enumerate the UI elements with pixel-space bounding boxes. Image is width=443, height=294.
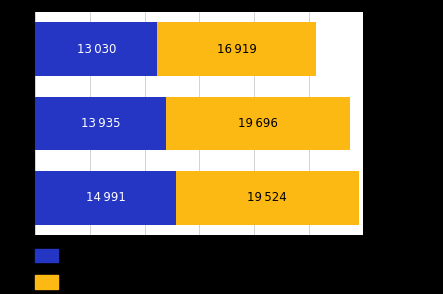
Bar bbox=[157, 22, 316, 76]
Bar bbox=[176, 171, 359, 225]
Text: 16 919: 16 919 bbox=[217, 43, 256, 56]
Text: 19 696: 19 696 bbox=[238, 117, 278, 130]
Bar bbox=[35, 97, 166, 150]
Text: 14 991: 14 991 bbox=[85, 191, 125, 204]
Bar bbox=[35, 171, 176, 225]
Text: 13 935: 13 935 bbox=[81, 117, 120, 130]
Bar bbox=[35, 22, 157, 76]
Text: 19 524: 19 524 bbox=[247, 191, 287, 204]
FancyBboxPatch shape bbox=[35, 249, 58, 262]
Text: 13 030: 13 030 bbox=[77, 43, 116, 56]
FancyBboxPatch shape bbox=[35, 275, 58, 289]
Bar bbox=[166, 97, 350, 150]
